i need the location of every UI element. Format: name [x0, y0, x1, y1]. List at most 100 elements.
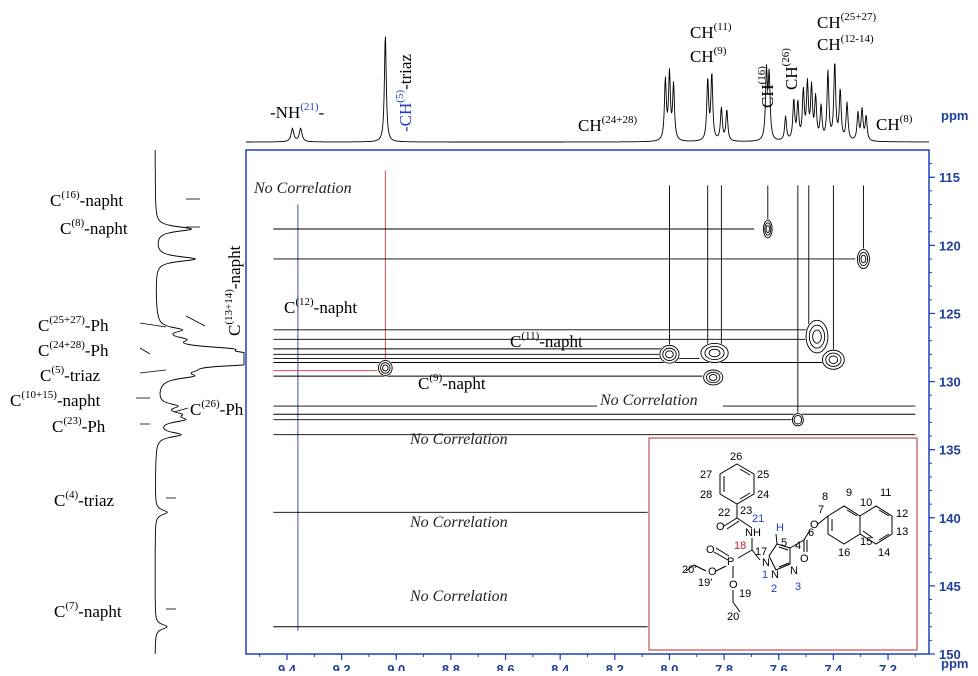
cross-peak-contour	[825, 352, 842, 367]
cross-peak-contour	[808, 324, 826, 349]
cross-peak-contour	[708, 374, 718, 381]
svg-text:5: 5	[781, 537, 787, 549]
cross-peak-contour	[793, 414, 803, 425]
svg-text:O: O	[708, 566, 717, 578]
cross-peak-contour	[706, 371, 721, 384]
annotation-no-correlation-1: No Correlation	[253, 180, 352, 197]
cross-peak-bg	[377, 359, 394, 377]
svg-text:O: O	[800, 553, 809, 565]
svg-text:2: 2	[771, 583, 777, 595]
svg-text:26: 26	[730, 451, 742, 463]
svg-text:19: 19	[739, 588, 751, 600]
y-tick-label: 145	[939, 579, 961, 594]
svg-text:H: H	[776, 522, 784, 534]
svg-text:N: N	[762, 557, 770, 569]
svg-text:8: 8	[822, 491, 828, 503]
label-c8-napht: C(8)-napht	[60, 217, 128, 238]
cross-peak-bg	[702, 368, 724, 386]
label-ch5-triaz: -CH(5)-triaz	[394, 54, 415, 132]
label-ch26: CH(26)	[780, 48, 801, 90]
cross-peak-contour	[762, 219, 773, 239]
label-leader-lines	[136, 198, 206, 610]
cross-peak-bg	[856, 248, 871, 270]
cross-peak-bg	[821, 349, 846, 371]
svg-text:7: 7	[818, 504, 824, 516]
cross-peak-contour	[860, 254, 867, 264]
x-tick-label: 7.8	[715, 662, 733, 671]
y-tick-label: 140	[939, 511, 961, 526]
carbon-1d-spectrum	[154, 150, 245, 654]
svg-text:O: O	[716, 521, 725, 533]
annotation-no-correlation-2: No Correlation	[599, 392, 698, 409]
cross-peak-contour	[703, 369, 724, 386]
label-ch24-28: CH(24+28)	[578, 114, 637, 135]
svg-text:14: 14	[878, 547, 890, 559]
svg-text:O: O	[729, 579, 738, 591]
cross-peak-contour	[812, 329, 822, 344]
cross-peak-contour	[856, 248, 870, 269]
x-tick-label: 7.2	[879, 662, 897, 671]
label-c5-triaz: C(5)-triaz	[40, 364, 100, 385]
svg-text:20': 20'	[682, 564, 696, 576]
svg-text:13: 13	[896, 526, 908, 538]
svg-text:17: 17	[755, 546, 767, 558]
cross-peak-contour	[858, 251, 869, 267]
svg-text:23: 23	[740, 505, 752, 517]
cross-peak-contour	[704, 345, 725, 361]
x-axis-ticks: 9.4 9.2 9.0 8.8 8.6 8.4 8.2 8.0 7.8 7.6 7.4 7.2	[259, 654, 916, 676]
svg-text:16: 16	[838, 547, 850, 559]
label-ch8: CH(8)	[876, 113, 913, 134]
cross-peak-bg	[805, 319, 829, 354]
annotation-bg	[597, 389, 723, 409]
label-c13-14-napht: C(13+14)-napht	[223, 245, 244, 336]
x-tick-label: 7.6	[770, 662, 788, 671]
svg-text:P: P	[727, 556, 734, 568]
cross-peak-contour	[805, 319, 829, 354]
y-tick-label: 130	[939, 375, 961, 390]
svg-text:19': 19'	[698, 577, 712, 589]
svg-text:24: 24	[757, 489, 769, 501]
label-ch11: CH(11)	[690, 21, 732, 42]
svg-text:12: 12	[896, 508, 908, 520]
cross-peak-contour	[764, 222, 772, 236]
label-nh21: -NH(21)-	[270, 101, 325, 122]
y-tick-label: 115	[939, 170, 960, 185]
label-c16-napht: C(16)-napht	[50, 189, 123, 210]
cross-peak-bg	[762, 219, 774, 239]
svg-text:1: 1	[762, 569, 768, 581]
label-c12-napht: C(12)-napht	[284, 296, 357, 317]
svg-text:25: 25	[757, 469, 769, 481]
cross-peak-contour	[378, 360, 393, 376]
y-tick-label: 120	[939, 238, 961, 253]
molecule-frame	[648, 437, 918, 651]
x-tick-label: 7.4	[824, 662, 843, 671]
cross-peak-contour	[765, 225, 771, 233]
y-tick-label: 125	[939, 306, 961, 321]
cross-peak-contour	[708, 348, 721, 358]
svg-text:N: N	[790, 565, 798, 577]
label-ch16: CH(16)	[756, 66, 777, 108]
x-tick-label: 8.6	[497, 662, 515, 671]
svg-text:11: 11	[880, 487, 891, 499]
x-tick-label: 8.2	[606, 662, 624, 671]
molecule-bonds	[685, 463, 893, 613]
label-c11-napht: C(11)-napht	[510, 330, 583, 351]
annotation-no-correlation-3: No Correlation	[409, 431, 508, 448]
cross-peaks	[377, 219, 871, 427]
svg-text:10: 10	[860, 497, 872, 509]
cross-peak-contour	[828, 355, 839, 365]
x-tick-label: 8.0	[660, 662, 678, 671]
x-tick-label: 9.0	[387, 662, 405, 671]
cross-peak-contour	[659, 345, 680, 364]
y-tick-label: 150	[939, 647, 961, 662]
svg-text:9: 9	[846, 487, 852, 499]
svg-text:4: 4	[795, 540, 801, 552]
label-ch9: CH(9)	[690, 45, 727, 66]
cross-peak-contour	[382, 364, 389, 372]
top-ppm-label: ppm	[941, 108, 968, 123]
cross-peak-contour	[791, 413, 804, 427]
label-c9-napht: C(9)-napht	[418, 372, 486, 393]
label-c24-28-ph: C(24+28)-Ph	[38, 339, 109, 360]
molecule-structure-inset: 26 27 25 28 24 23 22 21 NH O 17 H 5 4 6 …	[648, 437, 918, 651]
x-tick-label: 9.2	[333, 662, 351, 671]
